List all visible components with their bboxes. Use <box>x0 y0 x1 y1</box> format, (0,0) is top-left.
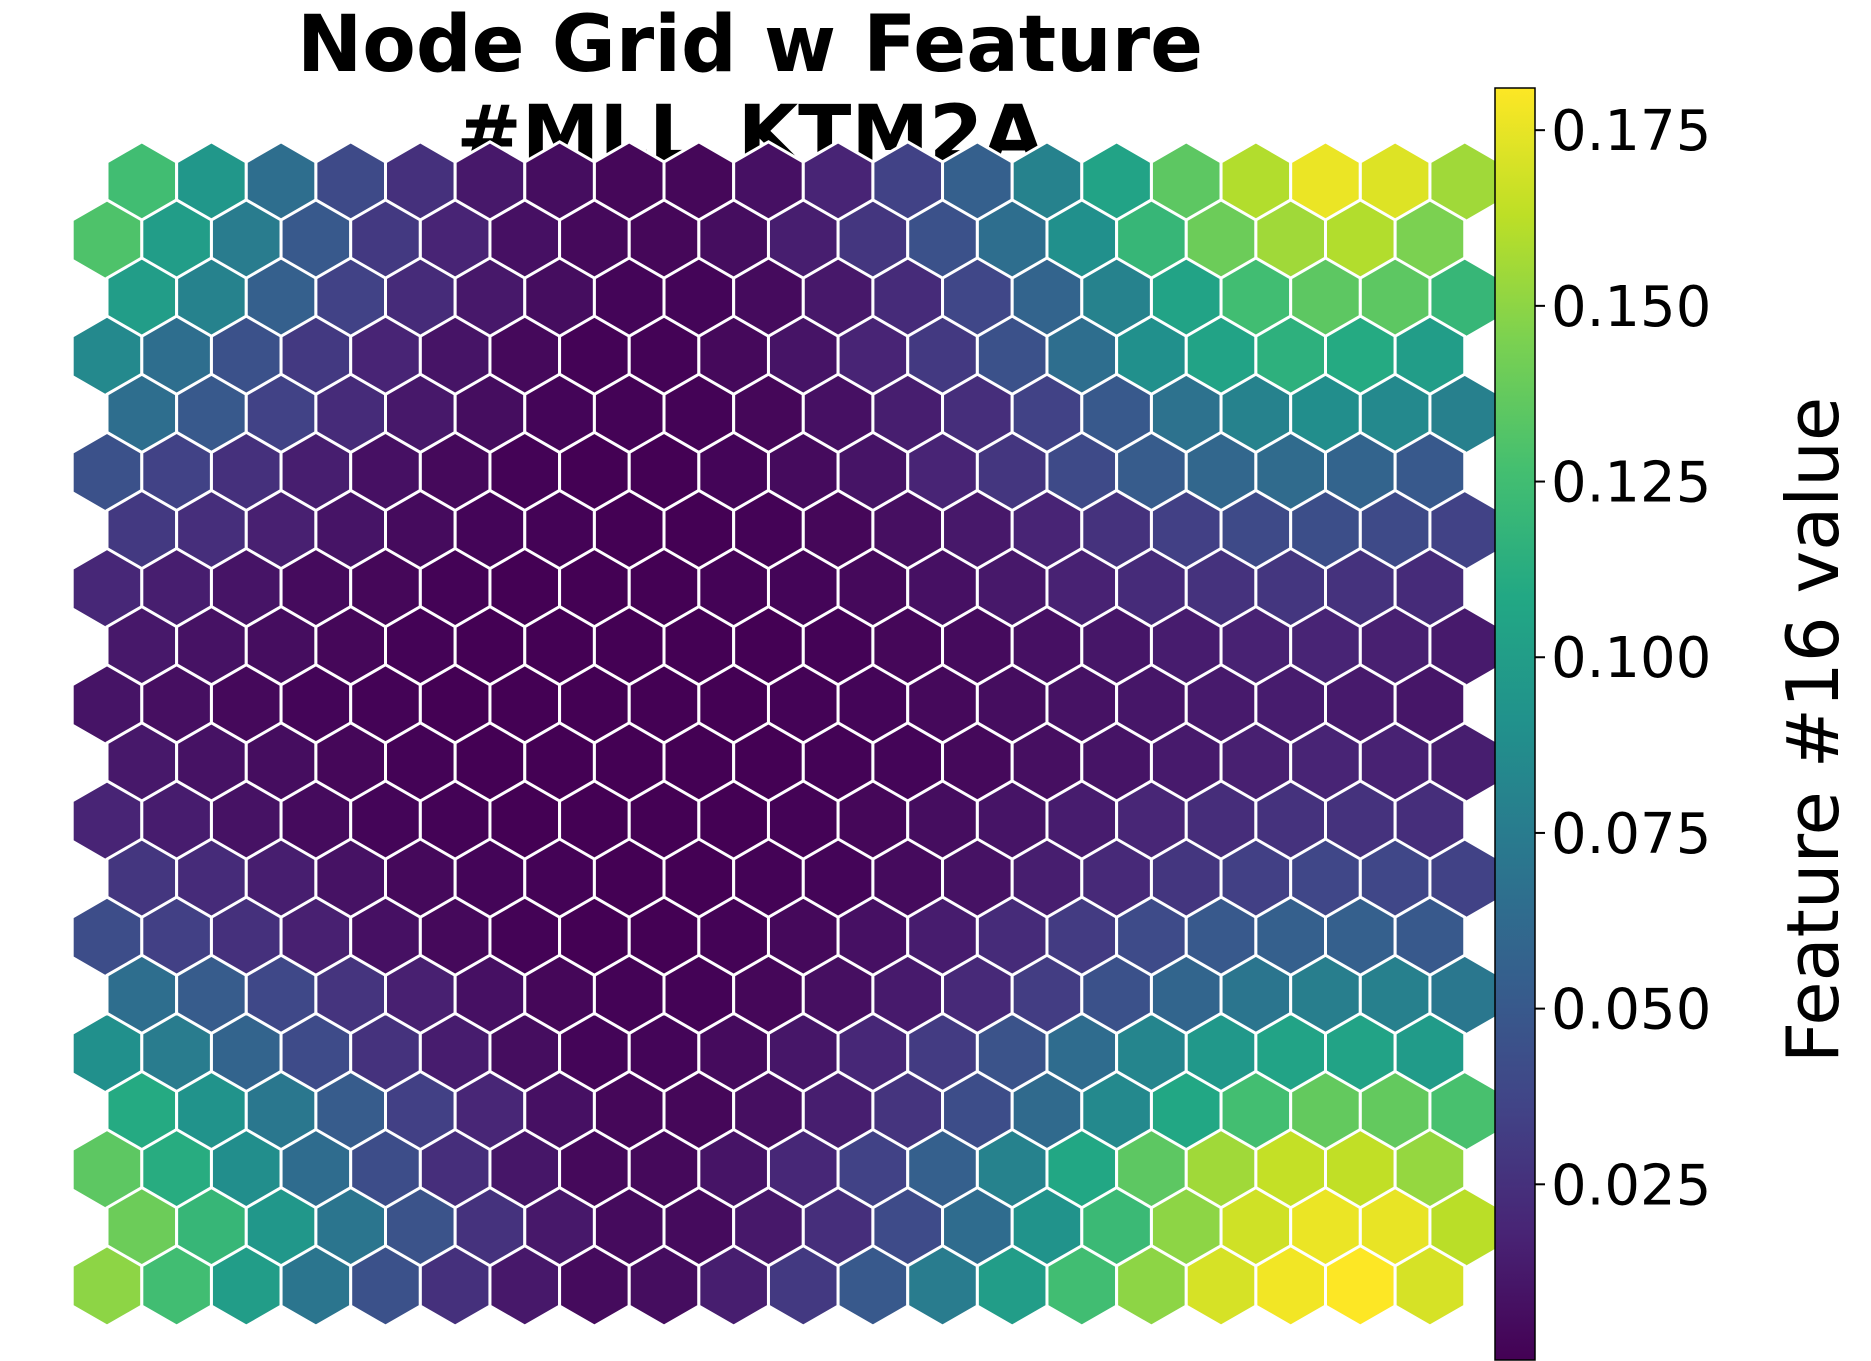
colorbar-tick-label: 0.175 <box>1551 99 1711 164</box>
colorbar-label: Feature #16 value <box>1771 396 1855 1064</box>
colorbar-tick-label: 0.075 <box>1551 802 1711 867</box>
hex-node-grid <box>70 140 1500 1328</box>
colorbar-tick-label: 0.100 <box>1551 626 1711 691</box>
colorbar-tick-label: 0.050 <box>1551 978 1711 1043</box>
hex-node <box>1393 1243 1467 1328</box>
colorbar-tick-label: 0.125 <box>1551 451 1711 516</box>
colorbar-tick-label: 0.025 <box>1551 1153 1711 1218</box>
colorbar-tick-label: 0.150 <box>1551 275 1711 340</box>
chart-title: Node Grid w Feature #MLL_KTM2A <box>296 0 1204 180</box>
colorbar-ticks: 0.025 0.050 0.075 0.100 0.125 0.150 0.175 <box>1535 99 1711 1218</box>
colorbar-gradient <box>1494 87 1536 1361</box>
